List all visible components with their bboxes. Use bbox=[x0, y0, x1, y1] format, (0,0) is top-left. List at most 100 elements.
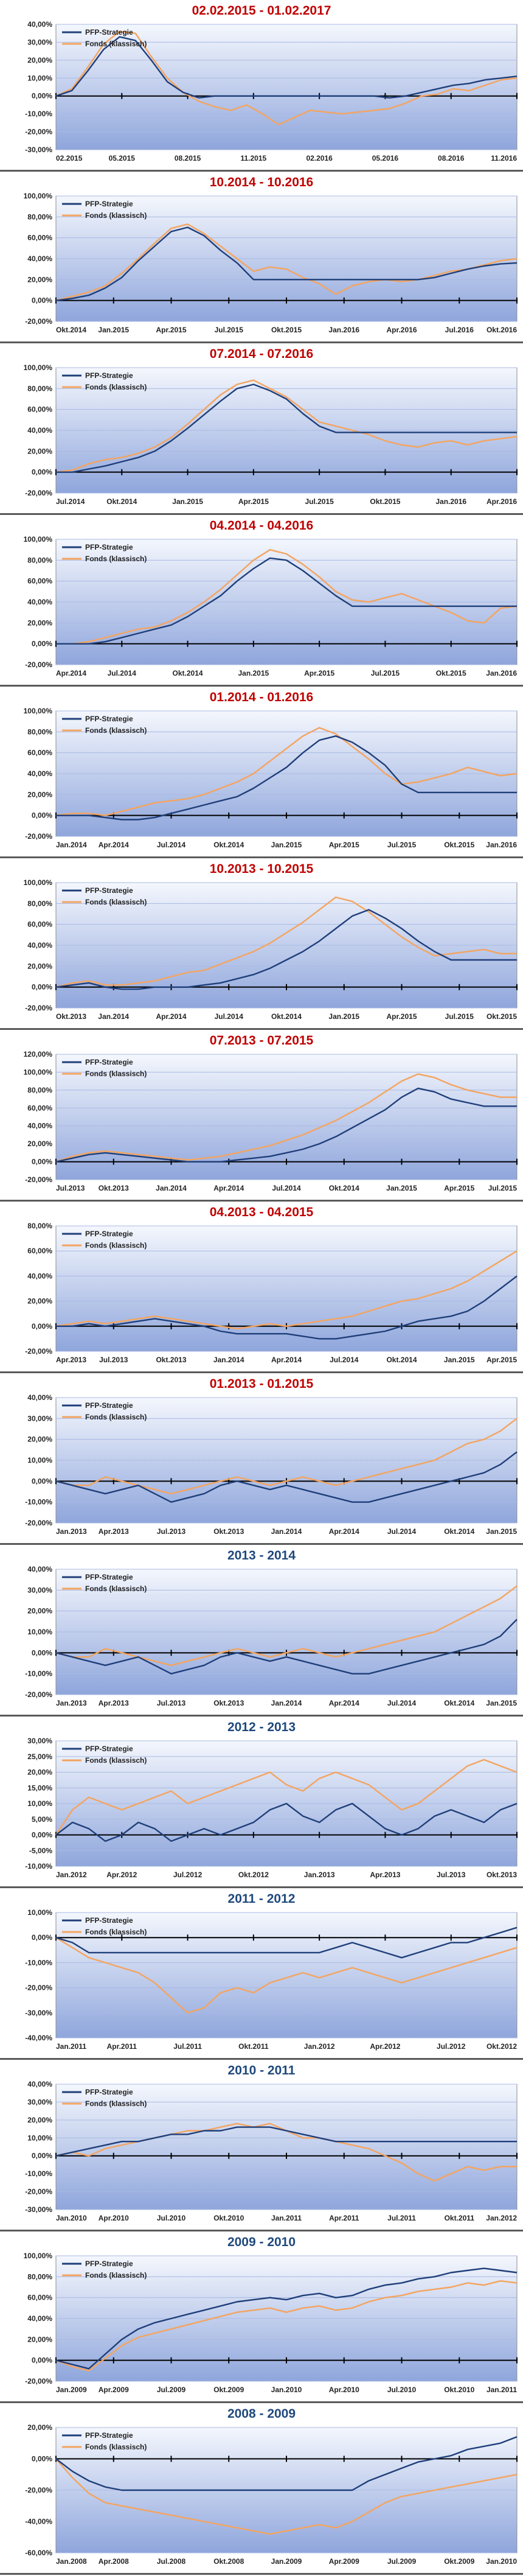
y-tick-label: 10,00% bbox=[27, 1456, 52, 1465]
x-tick-label: Jul.2013 bbox=[56, 1184, 85, 1192]
y-tick-label: 20,00% bbox=[27, 618, 52, 627]
y-tick-label: 20,00% bbox=[27, 790, 52, 799]
legend-label: PFP-Strategie bbox=[85, 1058, 133, 1066]
line-chart: 80,00% 60,00% 40,00% 20,00% 0,00% -20,00% Apr.… bbox=[25, 1222, 518, 1364]
x-tick-label: Jan.2009 bbox=[271, 2557, 302, 2566]
legend-label: PFP-Strategie bbox=[85, 2431, 133, 2440]
legend-label: Fonds (klassisch) bbox=[85, 1241, 147, 1250]
x-tick-label: Okt.2008 bbox=[213, 2557, 244, 2566]
series-line-fonds bbox=[55, 1250, 518, 1330]
chart-title: 2011 - 2012 bbox=[227, 1892, 296, 1906]
y-tick-label: 10,00% bbox=[27, 2133, 52, 2142]
x-tick-label: Jan.2013 bbox=[304, 1871, 335, 1879]
x-tick-label: Jul.2014 bbox=[108, 669, 137, 677]
series-line-pfp-strategie bbox=[55, 1619, 518, 1675]
y-tick-label: 20,00% bbox=[27, 962, 52, 970]
y-tick-label: 0,00% bbox=[32, 1933, 52, 1942]
y-tick-label: 100,00% bbox=[24, 364, 53, 372]
y-tick-label: 20,00% bbox=[27, 56, 52, 65]
y-tick-label: -20,00% bbox=[25, 1004, 52, 1012]
series-line-fonds bbox=[55, 223, 518, 301]
series-line-fonds bbox=[55, 727, 518, 816]
y-tick-label: -20,00% bbox=[25, 317, 52, 326]
x-tick-label: Apr.2016 bbox=[487, 497, 517, 506]
series-line-pfp-strategie bbox=[55, 1927, 518, 1959]
y-tick-label: 5,00% bbox=[32, 1815, 52, 1824]
series-line-fonds bbox=[55, 379, 518, 473]
y-tick-label: 0,00% bbox=[32, 811, 52, 820]
x-tick-label: Okt.2013 bbox=[99, 1184, 129, 1192]
x-tick-label: Jan.2011 bbox=[487, 2385, 517, 2394]
x-tick-label: Apr.2015 bbox=[487, 1356, 517, 1364]
x-tick-label: Jan.2009 bbox=[56, 2385, 87, 2394]
x-tick-label: Apr.2009 bbox=[99, 2385, 129, 2394]
x-tick-label: Okt.2012 bbox=[487, 2042, 517, 2051]
chart-title: 01.2013 - 01.2015 bbox=[209, 1377, 314, 1391]
x-tick-label: Okt.2014 bbox=[213, 841, 244, 849]
y-tick-label: 0,00% bbox=[32, 1322, 52, 1331]
y-tick-label: 80,00% bbox=[27, 727, 52, 736]
x-tick-label: Jan.2014 bbox=[271, 1699, 302, 1707]
y-tick-label: 20,00% bbox=[27, 1768, 52, 1777]
chart-panel: 01.2013 - 01.2015 40,00% 30,00% 20,00% 10,00… bbox=[0, 1373, 523, 1545]
series-line-pfp-strategie bbox=[55, 2267, 518, 2370]
y-tick-label: 60,00% bbox=[27, 920, 52, 929]
legend-label: Fonds (klassisch) bbox=[85, 211, 147, 220]
panel-divider bbox=[0, 170, 523, 172]
line-chart: 100,00% 80,00% 60,00% 40,00% 20,00% 0,00% -20,… bbox=[24, 879, 518, 1021]
x-tick-label: Jan.2012 bbox=[304, 2042, 335, 2051]
x-tick-label: Okt.2013 bbox=[56, 1012, 86, 1021]
y-tick-label: 40,00% bbox=[27, 426, 52, 435]
y-tick-label: 80,00% bbox=[27, 384, 52, 393]
series-line-pfp-strategie bbox=[55, 1451, 518, 1503]
x-tick-label: 05.2015 bbox=[109, 154, 136, 163]
y-tick-label: 100,00% bbox=[24, 707, 53, 715]
y-tick-label: -20,00% bbox=[25, 2486, 52, 2494]
y-tick-label: 0,00% bbox=[32, 296, 52, 305]
x-tick-label: Jul.2011 bbox=[173, 2042, 202, 2051]
chart-title: 01.2014 - 01.2016 bbox=[209, 690, 314, 704]
legend-label: Fonds (klassisch) bbox=[85, 1756, 147, 1765]
chart-panel: 04.2013 - 04.2015 80,00% 60,00% 40,00% 20,00… bbox=[0, 1202, 523, 1373]
legend-label: PFP-Strategie bbox=[85, 1230, 133, 1238]
y-tick-label: 80,00% bbox=[27, 2272, 52, 2281]
y-tick-label: -10,00% bbox=[25, 110, 52, 118]
y-tick-label: 0,00% bbox=[32, 2455, 52, 2463]
y-tick-label: 30,00% bbox=[27, 2098, 52, 2106]
y-tick-label: -20,00% bbox=[25, 660, 52, 669]
x-tick-label: Jan.2015 bbox=[386, 1184, 417, 1192]
series-line-fonds bbox=[55, 1073, 517, 1163]
line-chart: 100,00% 80,00% 60,00% 40,00% 20,00% 0,00% -20,… bbox=[24, 707, 518, 849]
y-tick-label: 30,00% bbox=[27, 1586, 52, 1594]
x-tick-label: Apr.2015 bbox=[444, 1184, 474, 1192]
y-tick-label: 30,00% bbox=[27, 1737, 52, 1745]
chart-panel: 07.2013 - 07.2015 120,00% 100,00% 80,00% 60,… bbox=[0, 1030, 523, 1202]
x-tick-label: Jan.2016 bbox=[435, 497, 466, 506]
x-tick-label: Okt.2013 bbox=[156, 1356, 186, 1364]
x-tick-label: Apr.2013 bbox=[56, 1356, 86, 1364]
y-tick-label: 0,00% bbox=[32, 468, 52, 477]
legend-label: PFP-Strategie bbox=[85, 2088, 133, 2096]
x-tick-label: Okt.2013 bbox=[213, 1527, 244, 1536]
x-tick-label: Jan.2015 bbox=[486, 1527, 517, 1536]
line-chart: 20,00% 0,00% -20,00% -40,00% -60,00% Jan.2008… bbox=[25, 2424, 518, 2566]
chart-panel: 10.2014 - 10.2016 100,00% 80,00% 60,00% 40,0… bbox=[0, 172, 523, 343]
series-line-fonds bbox=[55, 1418, 518, 1495]
panel-divider bbox=[0, 2230, 523, 2231]
chart-title: 10.2013 - 10.2015 bbox=[209, 862, 314, 876]
legend-label: PFP-Strategie bbox=[85, 2259, 133, 2268]
series-line-fonds bbox=[55, 2280, 518, 2372]
line-chart: 100,00% 80,00% 60,00% 40,00% 20,00% 0,00% -20,… bbox=[24, 192, 518, 334]
y-tick-label: 25,00% bbox=[27, 1752, 52, 1761]
y-tick-label: -20,00% bbox=[25, 1175, 52, 1184]
y-tick-label: 20,00% bbox=[27, 2424, 52, 2432]
x-tick-label: Apr.2016 bbox=[386, 326, 417, 334]
chart-title: 10.2014 - 10.2016 bbox=[209, 175, 314, 189]
y-tick-label: -10,00% bbox=[25, 1498, 52, 1507]
x-tick-label: 02.2015 bbox=[56, 154, 83, 163]
y-tick-label: -40,00% bbox=[25, 2518, 52, 2526]
y-tick-label: 0,00% bbox=[32, 2356, 52, 2365]
x-tick-label: Okt.2014 bbox=[329, 1184, 359, 1192]
y-tick-label: -30,00% bbox=[25, 2009, 52, 2017]
x-tick-label: Jul.2009 bbox=[387, 2557, 417, 2566]
